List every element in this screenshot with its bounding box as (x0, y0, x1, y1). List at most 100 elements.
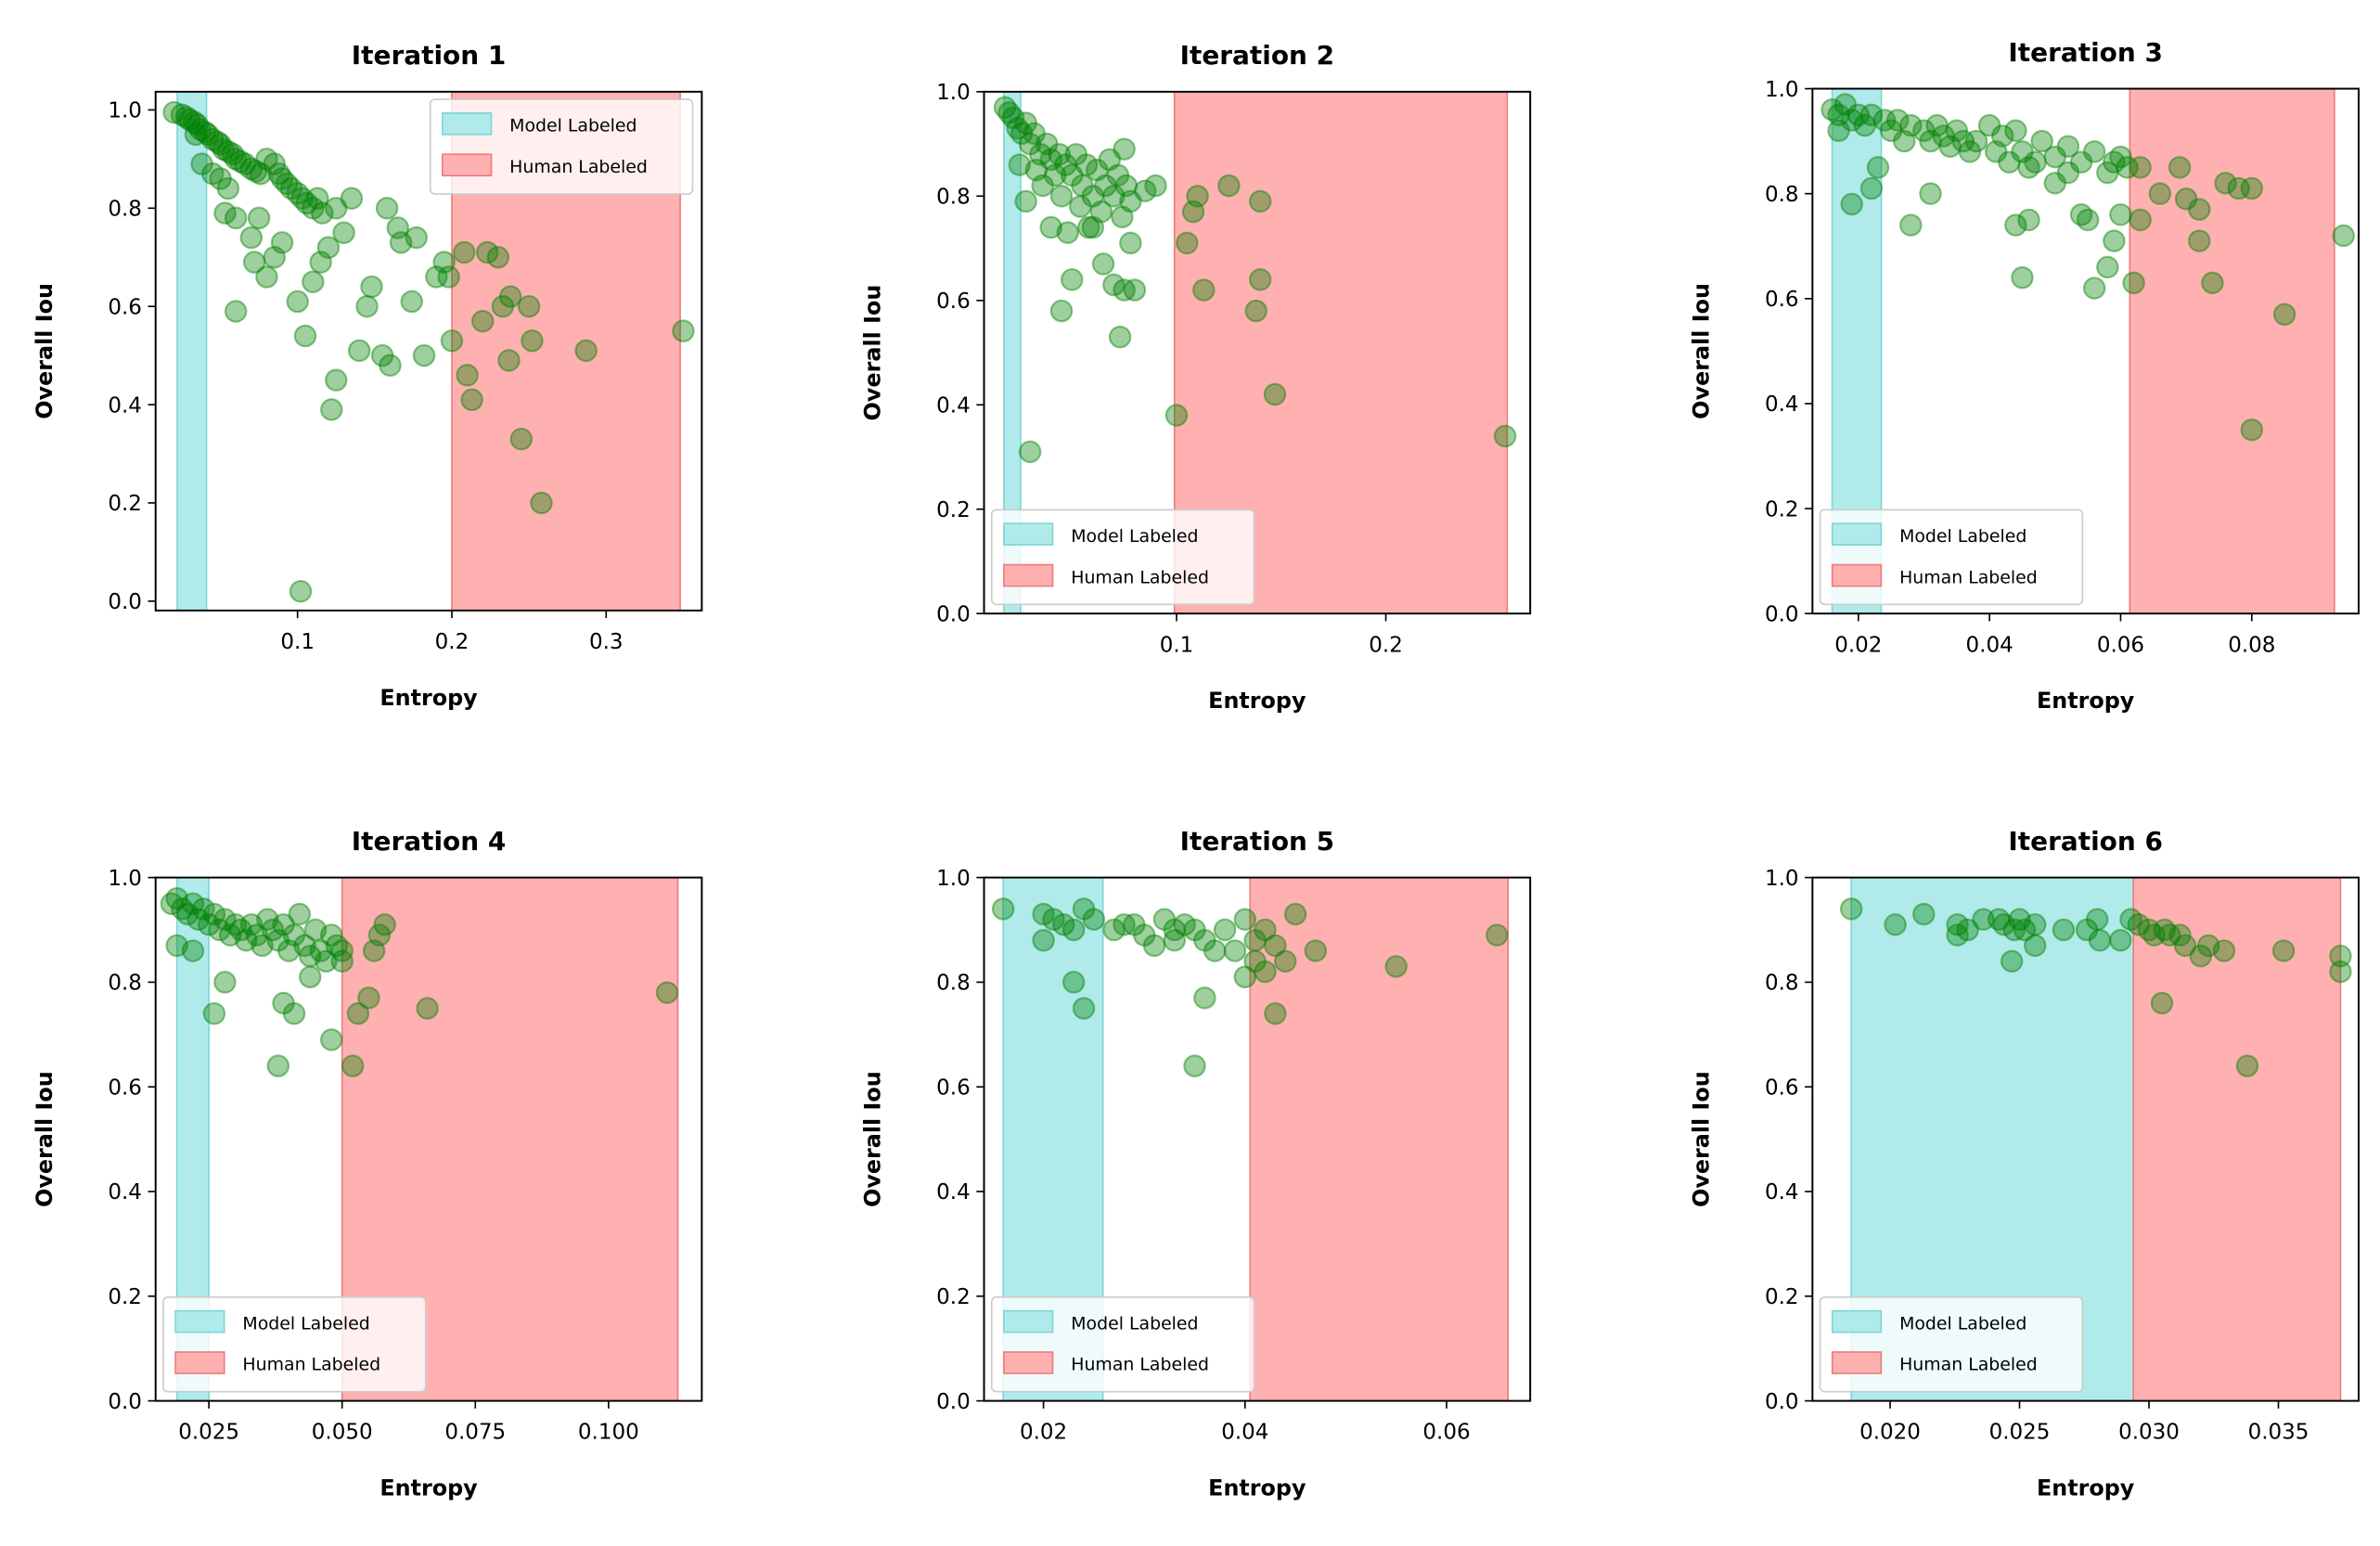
data-point (160, 892, 184, 916)
legend-box (990, 1295, 1255, 1393)
data-point (2188, 229, 2211, 252)
legend-label-human: Human Labeled (1071, 567, 1209, 587)
data-point (1951, 129, 1975, 153)
data-point (1164, 404, 1189, 427)
legend-box (1819, 1295, 2084, 1393)
data-point (1006, 116, 1029, 140)
data-point (1039, 215, 1062, 239)
data-point (1977, 113, 2001, 137)
data-point (1032, 902, 1055, 926)
x-axis-label: Entropy (1208, 1475, 1306, 1501)
x-tick-label: 0.025 (178, 1421, 239, 1445)
data-point (2103, 150, 2126, 174)
data-point (1866, 156, 1890, 179)
data-point (993, 96, 1017, 119)
data-point (412, 343, 436, 367)
data-point (209, 167, 232, 190)
data-point (277, 939, 301, 962)
y-tick-label: 0.6 (936, 1076, 971, 1100)
data-point (2103, 229, 2126, 252)
subplot-4: 0.025 0.050 0.075 0.100 0.0 0.2 0.4 0.6 0.8 1.0 It… (32, 826, 703, 1501)
data-point (184, 122, 208, 147)
data-point (2329, 960, 2352, 984)
data-point (355, 294, 379, 318)
data-point (1946, 913, 1969, 936)
data-point (181, 939, 205, 962)
data-point (316, 236, 341, 259)
legend-swatch-model (1003, 1309, 1054, 1333)
data-point (332, 221, 355, 245)
data-point (370, 343, 394, 367)
data-point (1113, 278, 1136, 302)
data-point (1885, 109, 1910, 132)
data-point (186, 113, 209, 136)
data-point (2116, 156, 2139, 179)
data-point (1064, 143, 1088, 166)
data-point (302, 197, 325, 220)
data-point (319, 923, 343, 947)
y-tick-label: 0.6 (1765, 288, 1799, 312)
data-point (2129, 156, 2152, 179)
data-point (475, 240, 499, 264)
data-point (1102, 918, 1126, 942)
data-point (330, 949, 354, 973)
y-tick-label: 1.0 (936, 867, 971, 891)
data-point (1972, 908, 1995, 931)
data-point (1945, 119, 1969, 143)
data-point (1108, 325, 1132, 349)
legend-swatch-model (174, 1309, 225, 1333)
data-point (2076, 208, 2100, 232)
x-tick-label: 0.050 (312, 1421, 373, 1445)
data-point (213, 908, 237, 931)
data-point (2085, 908, 2109, 931)
data-point (2272, 303, 2296, 327)
data-point (165, 886, 188, 910)
data-point (1082, 908, 1106, 931)
data-point (1049, 299, 1074, 323)
data-point (1859, 176, 1884, 200)
data-point (233, 152, 257, 175)
y-axis-label: Overall Iou (32, 1071, 58, 1207)
data-point (1932, 124, 1955, 148)
data-point (1254, 960, 1277, 984)
data-point (2173, 934, 2197, 958)
x-tick-label: 0.04 (1221, 1421, 1268, 1445)
data-point (1018, 440, 1042, 464)
data-point (170, 103, 194, 126)
data-point (1008, 153, 1032, 176)
y-tick-label: 1.0 (108, 867, 142, 891)
data-point (1274, 949, 1297, 973)
x-tick-label: 0.020 (1859, 1421, 1921, 1445)
y-tick-label: 0.6 (1765, 1076, 1799, 1100)
data-point (2119, 908, 2142, 931)
data-point (1991, 124, 2014, 148)
y-tick-label: 0.8 (108, 198, 142, 222)
data-point (1946, 923, 1969, 947)
data-point (1998, 150, 2021, 174)
data-point (1964, 129, 1988, 153)
data-point (247, 206, 271, 230)
y-tick-label: 0.4 (936, 393, 971, 418)
x-tick-label: 0.100 (578, 1421, 639, 1445)
data-point (1912, 119, 1936, 143)
data-point (1233, 908, 1257, 931)
data-point (205, 130, 229, 154)
data-point (1054, 153, 1077, 176)
data-point (224, 913, 248, 936)
data-point (1833, 93, 1857, 116)
data-point (293, 324, 317, 348)
legend-label-human: Human Labeled (1071, 1355, 1209, 1375)
data-point (1859, 103, 1884, 127)
data-point (2168, 923, 2192, 947)
data-point (2024, 934, 2047, 958)
data-point (1193, 929, 1216, 952)
data-point (456, 364, 479, 387)
data-point (1840, 192, 1863, 216)
data-point (212, 137, 236, 161)
data-point (1176, 231, 1199, 255)
data-point (2150, 991, 2174, 1015)
data-point (1102, 185, 1126, 208)
data-point (270, 167, 294, 190)
data-point (1304, 939, 1328, 962)
data-point (1938, 135, 1962, 159)
